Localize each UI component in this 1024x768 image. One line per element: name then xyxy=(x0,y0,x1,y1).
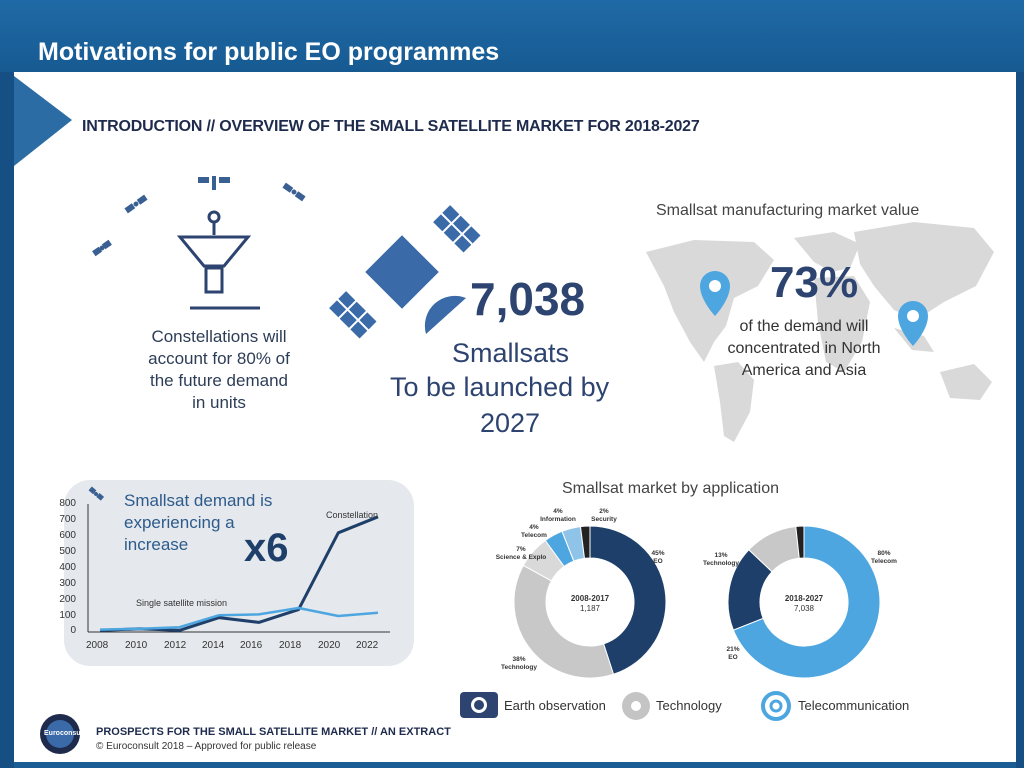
infographic-panel: INTRODUCTION // OVERVIEW OF THE SMALL SA… xyxy=(14,72,1016,762)
demand-chart-axes xyxy=(87,504,390,633)
x-tick: 2014 xyxy=(202,640,225,651)
large-satellite-icon xyxy=(329,205,481,339)
x-tick: 2022 xyxy=(356,640,379,651)
launch-line1: Smallsats xyxy=(452,338,570,368)
left-center-total: 1,187 xyxy=(579,604,601,613)
label-eo-right: 21% EO xyxy=(726,646,740,661)
donut-2018-2027 xyxy=(727,525,881,679)
footer-logo-text: Euroconsult xyxy=(44,730,85,737)
demand-chart-title: Smallsat demand is experiencing a increa… xyxy=(124,491,273,554)
y-tick: 700 xyxy=(59,514,76,525)
satellite-icons xyxy=(92,176,306,257)
label-sec-left: 2% Security xyxy=(591,508,617,523)
y-tick: 0 xyxy=(70,625,76,636)
x-tick: 2010 xyxy=(125,640,148,651)
slide-header xyxy=(0,0,1024,72)
launch-line3: 2027 xyxy=(480,408,541,438)
label-sci-left: 7% Science & Explo xyxy=(495,546,547,561)
demand-chart-box xyxy=(64,480,414,666)
euroconsult-logo xyxy=(40,714,80,754)
label-tech-left: 38% Technology xyxy=(501,656,537,671)
y-tick: 800 xyxy=(59,498,76,509)
legend-eo: Earth observation xyxy=(504,698,606,713)
at-sign-icon xyxy=(761,691,791,721)
y-tick: 400 xyxy=(59,562,76,573)
x-tick: 2018 xyxy=(279,640,302,651)
donut-slice-other xyxy=(795,525,805,559)
camera-icon xyxy=(460,692,498,718)
launch-line2: To be launched by xyxy=(390,372,610,402)
x-tick: 2020 xyxy=(318,640,341,651)
y-tick: 100 xyxy=(59,610,76,621)
line-series-single xyxy=(99,606,379,631)
label-info-left: 4% Information xyxy=(540,508,576,523)
legend-tech: Technology xyxy=(656,698,722,713)
gear-icon xyxy=(622,692,650,720)
x-tick: 2016 xyxy=(240,640,263,651)
slide-title: Motivations for public EO programmes xyxy=(38,38,500,66)
left-center-period: 2008-2017 xyxy=(570,594,610,603)
footer-title: PROSPECTS FOR THE SMALL SATELLITE MARKET… xyxy=(96,726,451,738)
right-center-period: 2018-2027 xyxy=(784,594,824,603)
legend-tel: Telecommunication xyxy=(798,698,910,713)
donut-slice-security xyxy=(579,525,591,559)
x-tick: 2012 xyxy=(164,640,187,651)
x-tick: 2008 xyxy=(86,640,109,651)
label-tel-left: 4% Telecom xyxy=(521,524,547,539)
constellation-text: Constellations will account for 80% of t… xyxy=(148,327,290,412)
launch-count: 7,038 xyxy=(470,273,586,325)
donut-slice-technology xyxy=(513,564,615,679)
label-eo-left: 45% EO xyxy=(651,550,665,565)
map-pin-icons xyxy=(700,271,928,346)
footer-copyright: © Euroconsult 2018 – Approved for public… xyxy=(96,741,317,752)
demand-chart-lines xyxy=(99,515,379,632)
constellation-series-label: Constellation xyxy=(326,510,379,520)
map-text: of the demand will concentrated in North… xyxy=(727,318,881,379)
application-chart-title: Smallsat market by application xyxy=(562,480,779,497)
label-tel-right: 80% Telecom xyxy=(871,550,897,565)
infographic-graphics xyxy=(14,76,994,754)
single-series-label: Single satellite mission xyxy=(136,598,228,608)
left-edge-bar xyxy=(0,72,14,768)
y-tick: 200 xyxy=(59,594,76,605)
antenna-icon xyxy=(176,210,260,310)
donut-slice-eo xyxy=(589,525,667,675)
right-center-total: 7,038 xyxy=(793,604,815,613)
chart-satellite-icon xyxy=(88,486,105,501)
y-tick: 300 xyxy=(59,578,76,589)
right-edge-bar xyxy=(1016,72,1024,768)
intro-heading: INTRODUCTION // OVERVIEW OF THE SMALL SA… xyxy=(82,118,700,135)
y-tick: 600 xyxy=(59,530,76,541)
label-tech-right: 13% Technology xyxy=(703,552,739,567)
donut-slice-telecom xyxy=(732,525,881,679)
donut-2008-2017 xyxy=(513,525,667,679)
corner-triangle xyxy=(14,76,72,166)
map-title: Smallsat manufacturing market value xyxy=(656,202,920,219)
y-tick: 500 xyxy=(59,546,76,557)
map-percent: 73% xyxy=(770,258,859,307)
demand-multiplier: x6 xyxy=(244,526,289,570)
